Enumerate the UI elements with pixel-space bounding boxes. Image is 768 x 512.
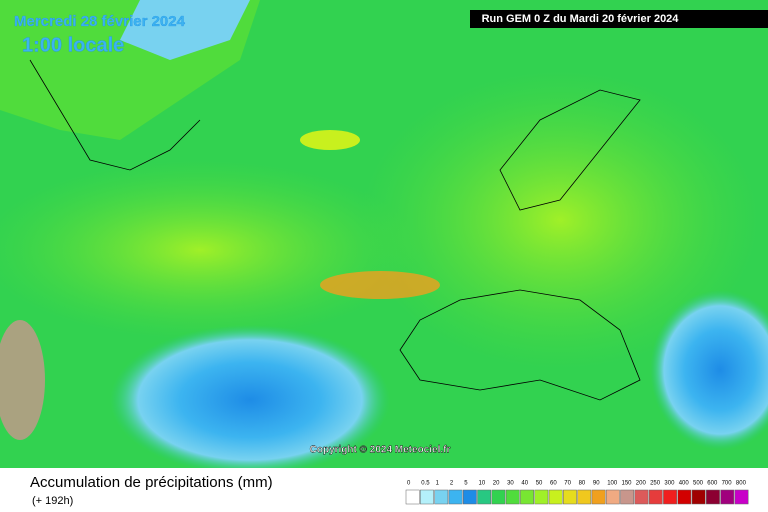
- legend-label: 0: [407, 481, 411, 487]
- coastline: [499, 89, 641, 211]
- run-banner: [470, 10, 768, 28]
- footer-title: Accumulation de précipitations (mm): [30, 474, 273, 491]
- coastline: [399, 289, 641, 401]
- legend-swatch: [663, 489, 677, 505]
- legend-label: 400: [679, 481, 690, 487]
- legend-label: 80: [579, 481, 586, 487]
- legend-label: 2: [450, 481, 454, 487]
- legend-label: 700: [722, 481, 733, 487]
- legend-label: 60: [550, 481, 557, 487]
- iceland: [300, 130, 360, 150]
- legend-label: 500: [693, 481, 704, 487]
- legend-label: 0.5: [421, 481, 430, 487]
- legend-label: 5: [464, 481, 468, 487]
- date-label: Mercredi 28 février 2024: [14, 13, 186, 30]
- legend-swatch: [691, 489, 706, 505]
- time-label: 1:00 locale: [22, 34, 124, 56]
- run-label: Run GEM 0 Z du Mardi 20 février 2024: [482, 13, 680, 25]
- dry-zone: [650, 290, 768, 450]
- legend-label: 100: [607, 481, 618, 487]
- legend-label: 1: [436, 481, 440, 487]
- greenland-dry: [120, 0, 250, 60]
- legend-swatch: [577, 489, 592, 505]
- legend-swatch: [405, 489, 420, 505]
- legend-swatch: [648, 489, 663, 505]
- legend-swatch: [520, 489, 534, 505]
- legend-swatch: [534, 489, 549, 505]
- legend-label: 30: [507, 481, 514, 487]
- heavy-precip: [320, 271, 440, 299]
- legend-label: 50: [536, 481, 543, 487]
- legend-label: 20: [493, 481, 500, 487]
- low-pressure-swirl: [110, 325, 390, 475]
- legend-label: 40: [521, 481, 528, 487]
- legend-swatch: [677, 489, 692, 505]
- legend: 0 0.5 1 2 5 10 20 30 40 50 60 70 80 90 100 150 200 250 300…: [405, 481, 749, 505]
- legend-label: 10: [479, 481, 486, 487]
- legend-swatch: [462, 489, 477, 505]
- legend-swatch: [620, 489, 635, 505]
- legend-swatch: [420, 489, 434, 505]
- legend-swatch: [548, 489, 563, 505]
- precip-zone: [0, 160, 420, 340]
- legend-label: 300: [664, 481, 675, 487]
- legend-swatch: [734, 489, 749, 505]
- precip-zone: [360, 70, 760, 370]
- legend-swatch: [505, 489, 520, 505]
- legend-swatch: [706, 489, 720, 505]
- copyright: Copyright © 2024 Meteociel.fr: [310, 445, 451, 456]
- legend-label: 250: [650, 481, 661, 487]
- legend-swatch: [491, 489, 506, 505]
- legend-swatch: [634, 489, 649, 505]
- legend-label: 70: [564, 481, 571, 487]
- legend-label: 600: [707, 481, 718, 487]
- footer-subtitle: (+ 192h): [32, 495, 73, 507]
- legend-swatch: [448, 489, 463, 505]
- legend-swatch: [605, 489, 620, 505]
- legend-label: 90: [593, 481, 600, 487]
- legend-label: 200: [636, 481, 647, 487]
- coastline: [29, 59, 201, 171]
- heavy-precip: [0, 320, 45, 440]
- legend-swatch: [434, 489, 449, 505]
- legend-swatch: [563, 489, 577, 505]
- legend-swatch: [720, 489, 735, 505]
- legend-label: 150: [622, 481, 633, 487]
- legend-swatch: [591, 489, 606, 505]
- legend-swatch: [477, 489, 492, 505]
- legend-label: 800: [736, 481, 747, 487]
